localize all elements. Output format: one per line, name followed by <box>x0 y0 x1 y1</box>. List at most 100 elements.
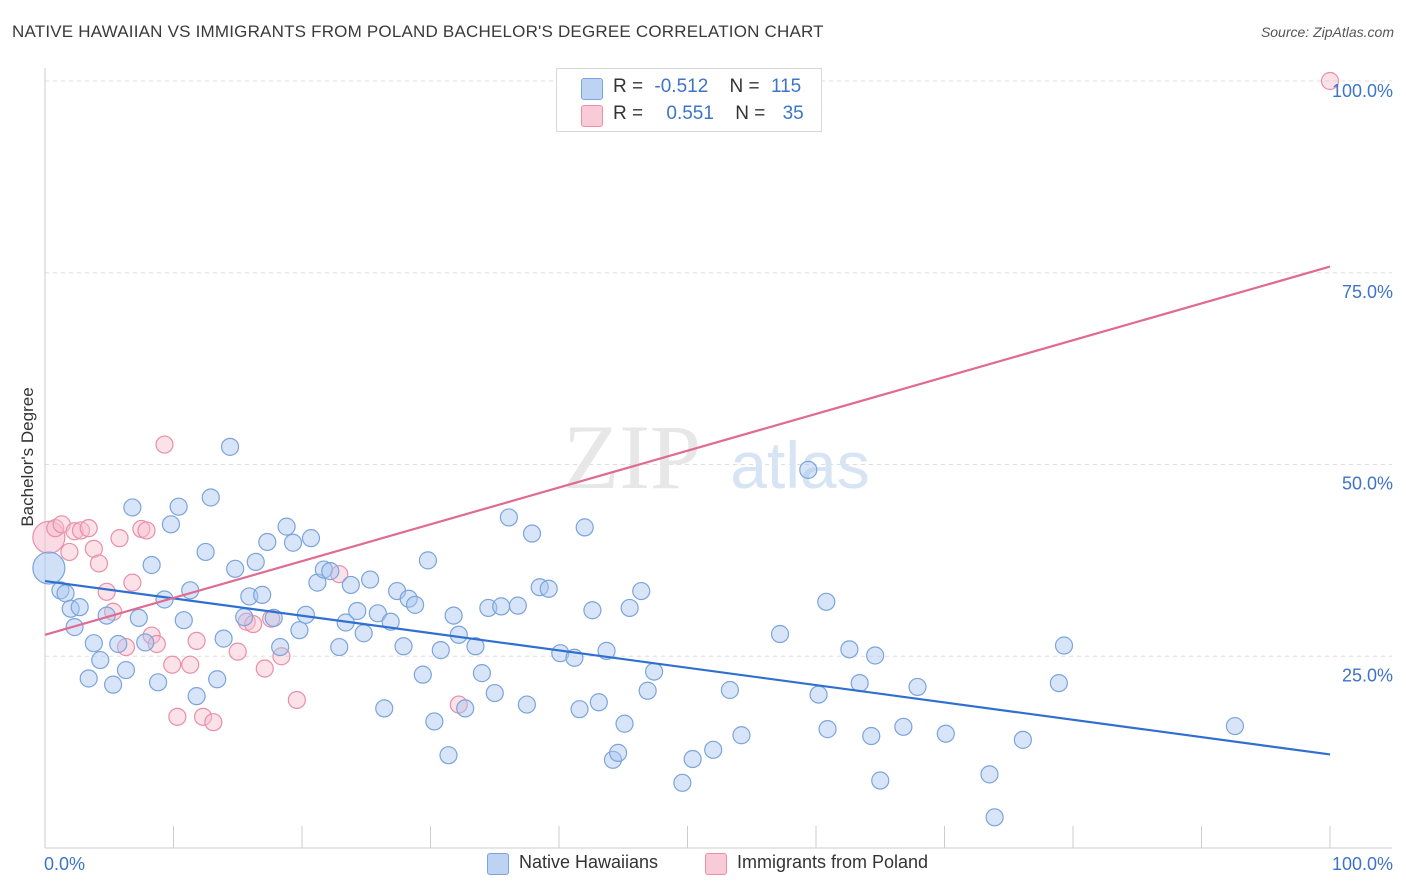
legend-r-label: R = <box>613 103 644 124</box>
correlation-legend: R = -0.512 N = 115 R = 0.551 N = 35 <box>556 68 822 132</box>
data-point <box>290 621 309 640</box>
legend-n-value: 35 <box>782 103 804 124</box>
data-point <box>123 498 142 517</box>
data-point <box>181 655 200 674</box>
data-point <box>1320 71 1340 91</box>
data-point <box>79 669 98 688</box>
data-point <box>321 562 340 581</box>
y-tick-label: 75.0% <box>1342 282 1393 302</box>
data-point <box>444 606 463 625</box>
data-point <box>91 650 110 670</box>
data-point <box>499 508 518 527</box>
data-point <box>368 604 387 623</box>
y-tick-label: 50.0% <box>1342 474 1393 494</box>
data-point <box>583 601 602 620</box>
data-point <box>208 670 227 689</box>
data-point <box>936 724 955 743</box>
data-point <box>732 726 751 745</box>
data-point <box>187 631 206 651</box>
data-point <box>632 581 651 601</box>
data-point <box>79 519 98 538</box>
data-point <box>985 808 1004 827</box>
data-point <box>431 641 450 660</box>
data-point <box>620 598 639 618</box>
data-point <box>137 521 156 540</box>
data-point <box>361 570 380 589</box>
data-point <box>1225 716 1245 736</box>
data-point <box>147 634 166 654</box>
trend-lines <box>44 265 1331 756</box>
data-point <box>235 608 254 627</box>
data-point <box>817 592 836 611</box>
data-point <box>862 726 881 746</box>
data-point <box>271 637 290 657</box>
data-point <box>341 575 360 595</box>
data-point <box>193 707 213 726</box>
legend-label-native-hawaiians: Native Hawaiians <box>519 852 659 872</box>
y-tick-label: 100.0% <box>1332 81 1393 101</box>
data-point <box>770 624 790 644</box>
data-point <box>110 529 129 548</box>
gridlines <box>45 80 1392 657</box>
data-point <box>809 685 828 704</box>
legend-swatch-pink <box>581 105 603 127</box>
data-point <box>638 681 657 700</box>
series-native-hawaiians <box>32 437 1245 827</box>
data-point <box>283 533 303 552</box>
watermark-zip: ZIP <box>563 406 701 508</box>
data-point <box>1049 673 1068 693</box>
data-point <box>570 700 589 719</box>
data-point <box>375 699 394 718</box>
data-point <box>244 614 263 634</box>
data-point <box>381 612 400 631</box>
data-point <box>413 665 432 684</box>
data-point <box>589 693 608 712</box>
data-point <box>169 497 188 516</box>
data-point <box>980 765 999 784</box>
data-point <box>522 524 542 543</box>
data-point <box>704 740 723 759</box>
data-point <box>155 435 174 454</box>
data-point <box>314 560 333 579</box>
data-point <box>866 646 885 665</box>
axes <box>44 68 1392 849</box>
data-point <box>32 551 66 585</box>
data-point <box>161 515 181 534</box>
data-point <box>394 637 413 656</box>
data-point <box>466 637 485 656</box>
data-point <box>354 624 373 643</box>
data-point <box>840 640 859 659</box>
data-point <box>196 542 215 562</box>
data-point <box>301 529 321 548</box>
legend-swatch-pink <box>705 853 727 875</box>
data-point <box>129 608 148 628</box>
data-point <box>871 771 890 790</box>
data-point <box>228 642 247 661</box>
data-point <box>168 707 187 726</box>
data-point <box>818 720 837 739</box>
data-point <box>226 559 245 578</box>
data-point <box>65 522 84 541</box>
data-point <box>116 660 136 680</box>
data-point <box>539 579 558 598</box>
legend-n-value: 115 <box>770 76 802 97</box>
x-tick-label: 0.0% <box>44 854 85 874</box>
data-point <box>246 552 265 572</box>
data-point <box>517 695 536 714</box>
data-point <box>597 641 616 660</box>
data-point <box>89 554 109 573</box>
y-tick-label: 25.0% <box>1342 665 1393 685</box>
legend-r-value: -0.512 <box>654 76 709 97</box>
data-point <box>485 683 504 703</box>
data-point <box>894 717 913 736</box>
x-tick-label: 100.0% <box>1332 854 1393 874</box>
data-point <box>492 597 511 616</box>
data-point <box>418 551 438 570</box>
data-point <box>277 517 296 536</box>
data-point <box>204 713 223 732</box>
data-point <box>84 634 103 653</box>
data-point <box>575 518 594 537</box>
data-point <box>264 608 283 628</box>
legend-n-label: N = <box>735 103 766 124</box>
data-point <box>287 690 306 710</box>
